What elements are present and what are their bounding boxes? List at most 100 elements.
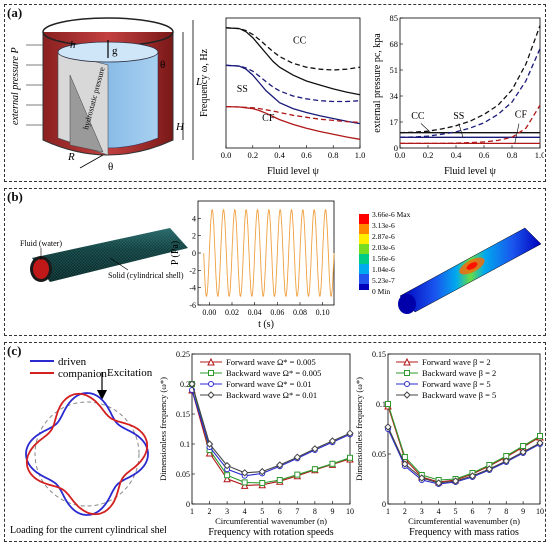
series-line	[225, 64, 361, 125]
data-point	[519, 448, 527, 456]
data-point	[537, 433, 543, 439]
data-point	[241, 479, 248, 486]
x-tick-label: 0.02	[225, 308, 239, 317]
y-tick-label: 0.1	[376, 400, 386, 409]
panel-label-c: (c)	[7, 343, 22, 358]
y-tick-label: 0.05	[176, 470, 190, 479]
x-tick-label: 0.8	[328, 150, 339, 160]
data-point	[468, 472, 477, 480]
frequency-chart: 0.0 0.2 0.4 0.6 0.8 1.0 Fluid level ψ Frequency…	[199, 17, 365, 177]
series-line	[225, 64, 361, 103]
data-point	[536, 439, 544, 447]
loading-caption: Loading for the current cylindrical shel…	[10, 525, 166, 536]
legend-label: Forward wave Ω* = 0.005	[226, 357, 316, 367]
data-point	[311, 445, 319, 453]
y-tick-label: 2	[192, 232, 196, 241]
annotation-CC: CC	[293, 36, 307, 47]
data-point	[259, 480, 266, 486]
panel-c	[4, 342, 546, 542]
data-point	[346, 429, 354, 437]
x-tick-label: 3	[225, 507, 229, 516]
series-line	[387, 405, 541, 483]
x-axis-label: Fluid level ψ	[444, 166, 497, 177]
y-tick-label: 0.25	[176, 350, 190, 359]
x-tick-label: 0.0	[395, 150, 406, 160]
g-label: g	[112, 45, 118, 57]
x-tick-label: 0.8	[507, 150, 518, 160]
data-point	[223, 461, 231, 470]
y-tick-label: 0.2	[180, 380, 190, 389]
annotation-leader	[420, 123, 432, 133]
y-tick-label: 0.05	[372, 450, 386, 459]
pipe-end-fluid	[33, 259, 49, 279]
x-tick-label: 0.08	[293, 308, 307, 317]
y-tick-label: 17	[390, 117, 399, 127]
x-tick-label: 0.10	[316, 308, 330, 317]
colorbar-tick: 1.04e-6	[372, 265, 395, 274]
colorbar-tick: 1.56e-6	[372, 254, 395, 263]
solid-label: Solid (cylindrical shell)	[108, 271, 184, 280]
data-point	[385, 401, 391, 407]
y-tick-label: 0	[382, 500, 386, 509]
legend-label: Forward wave β = 5	[422, 379, 491, 389]
series-line	[191, 389, 351, 477]
data-point	[404, 381, 410, 387]
y-axis-label: external pressure pc, kpa	[372, 33, 383, 133]
series-line	[387, 426, 541, 484]
data-point	[208, 381, 214, 387]
chart-title: Frequency with rotation speeds	[208, 527, 333, 538]
x-tick-label: 2	[208, 507, 212, 516]
data-point	[223, 474, 231, 483]
x-tick-label: 4	[243, 507, 247, 516]
panel-label-b: (b)	[7, 189, 23, 204]
x-axis-label: t (s)	[258, 319, 274, 330]
plot-frame	[399, 17, 541, 149]
data-point	[329, 460, 336, 467]
y-tick-label: 4	[192, 214, 196, 223]
series-line	[387, 403, 541, 481]
x-tick-label: 1	[190, 507, 194, 516]
mass-ratio-chart: 1 2 3 4 5 6 7 8 9 10 0 0.05 0.1 0.15 Circumferential w…	[354, 350, 544, 538]
mode-shape-illustration: driven companion Excitation Loading for …	[10, 356, 166, 536]
theta-top-label: θ	[160, 59, 165, 71]
x-tick-label: 1	[386, 507, 390, 516]
x-tick-label: 3	[420, 507, 424, 516]
x-tick-label: 1.0	[535, 150, 544, 160]
x-tick-label: 0.00	[202, 308, 216, 317]
cylinder-illustration: external pressure P hydrostatic pressure…	[10, 17, 202, 173]
y-axis-label: Frequency ω, Hz	[199, 48, 210, 117]
legend-label: Forward wave β = 2	[422, 357, 491, 367]
theta-bottom-label: θ	[108, 161, 113, 173]
pipe-illustration: Fluid (water) Solid (cylindrical shell)	[20, 228, 188, 282]
excitation-arrow	[97, 390, 107, 400]
x-tick-label: 5	[454, 507, 458, 516]
annotation-SS: SS	[453, 111, 464, 122]
series-line	[191, 383, 351, 484]
excitation-label: Excitation	[107, 367, 153, 379]
x-tick-label: 10	[536, 507, 544, 516]
y-tick-label: 0.15	[372, 350, 386, 359]
annotation-CF: CF	[515, 109, 528, 120]
data-point	[208, 370, 214, 376]
colorbar-tick: 0 Min	[372, 287, 390, 296]
colorbar-tick: 2.03e-6	[372, 243, 395, 252]
data-point	[276, 477, 283, 483]
x-tick-label: 8	[313, 507, 317, 516]
x-tick-label: 6	[278, 507, 282, 516]
y-tick-label: 51	[390, 65, 399, 75]
series-line	[387, 428, 541, 485]
x-tick-label: 0.4	[274, 150, 285, 160]
data-point	[451, 477, 460, 485]
data-point	[258, 467, 266, 476]
y-tick-label: 0.15	[176, 410, 190, 419]
data-point	[418, 474, 426, 482]
x-tick-label: 4	[437, 507, 441, 516]
y-tick-label: 85	[390, 13, 399, 23]
contour-illustration: 3.66e-6 Max 3.13e-6 2.87e-6 2.03e-6 1.56…	[359, 210, 542, 314]
fluid-label: Fluid (water)	[20, 239, 62, 248]
series-line	[225, 105, 361, 140]
series-line	[191, 389, 351, 486]
data-point	[434, 479, 443, 487]
x-axis-label: Circumferential wavenumber (n)	[215, 516, 327, 526]
y-tick-label: -6	[189, 301, 196, 310]
